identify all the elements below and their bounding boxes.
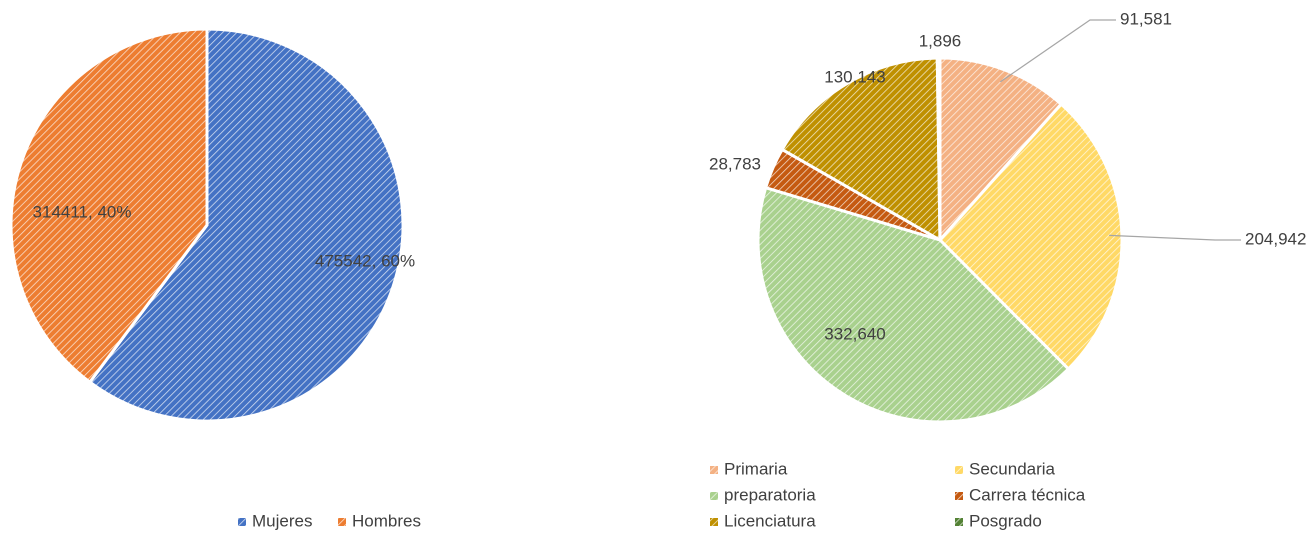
pie-slice [756, 185, 1071, 424]
legend-label: Mujeres [252, 511, 312, 530]
legend-swatch [955, 518, 963, 526]
legend-label: Primaria [724, 459, 788, 478]
data-label: 314411, 40% [33, 202, 132, 221]
pie-slice [938, 56, 1064, 244]
pie-slice [935, 56, 942, 241]
data-label: 204,942 [1245, 229, 1306, 248]
data-label: 130,143 [824, 67, 885, 86]
pie-slice [937, 102, 1124, 372]
legend-swatch [710, 466, 718, 474]
pie-slice [780, 56, 942, 243]
pie-slice [87, 27, 405, 423]
data-label: 332,640 [824, 324, 885, 343]
legend-label: Carrera técnica [969, 485, 1086, 504]
legend-label: Licenciatura [724, 511, 816, 530]
pie-slice [9, 27, 209, 385]
data-label: 1,896 [919, 31, 962, 50]
data-label: 91,581 [1120, 9, 1172, 28]
legend-swatch [338, 518, 346, 526]
data-label: 475542, 60% [315, 251, 415, 270]
legend-swatch [955, 466, 963, 474]
legend-swatch [238, 518, 246, 526]
legend-label: Hombres [352, 511, 421, 530]
data-label: 28,783 [709, 154, 761, 173]
legend-swatch [710, 518, 718, 526]
legend-label: preparatoria [724, 485, 816, 504]
legend-swatch [955, 492, 963, 500]
leader-line [1109, 234, 1241, 241]
legend-label: Posgrado [969, 511, 1042, 530]
leader-line [999, 19, 1116, 83]
legend-label: Secundaria [969, 459, 1056, 478]
legend-swatch [710, 492, 718, 500]
